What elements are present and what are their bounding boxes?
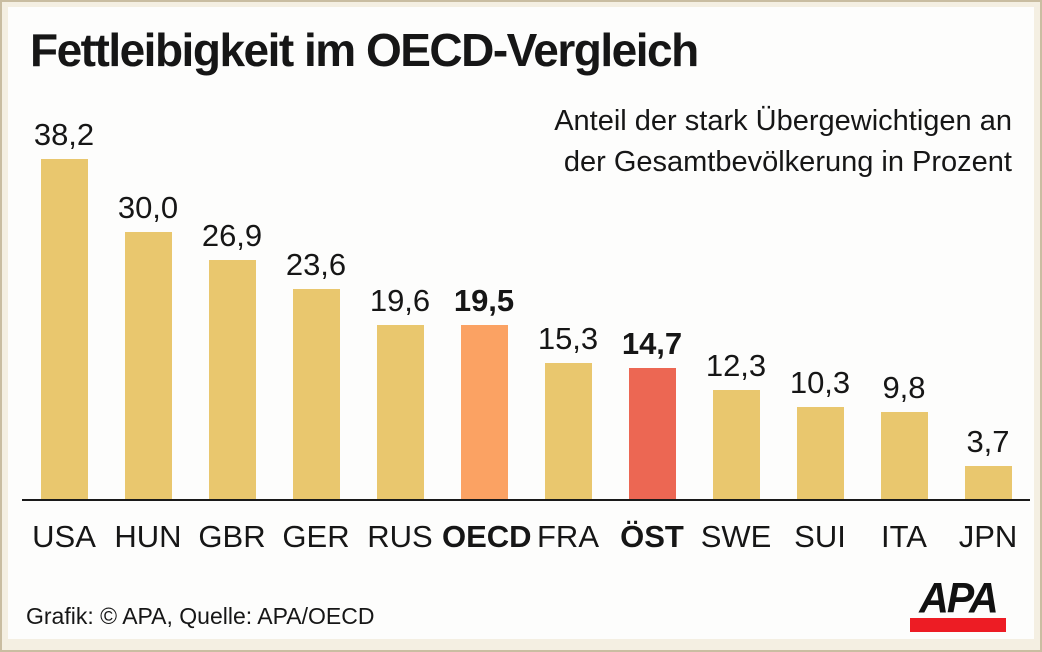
bar-column-RUS: 19,6	[358, 285, 442, 499]
bar-GBR	[208, 260, 256, 499]
bar-columns: 38,2 30,0 26,9 23,6 19,6 19,5 15,3 14,7 12,3 10,3…	[22, 109, 1030, 499]
category-label-GBR: GBR	[198, 519, 266, 554]
category-label-SWE: SWE	[700, 519, 772, 554]
value-label-FRA: 15,3	[537, 321, 599, 357]
apa-logo-text: APA	[919, 574, 999, 623]
bar-column-ITA: 9,8	[862, 372, 946, 499]
bar-HUN	[124, 232, 172, 499]
category-label-HUN: HUN	[114, 519, 182, 554]
value-label-JPN: 3,7	[966, 424, 1010, 460]
bar-column-USA: 38,2	[22, 119, 106, 499]
chart-subtitle-line2: der Gesamtbevölkerung in Prozent	[563, 146, 1012, 179]
bar-ITA	[880, 412, 928, 499]
category-label-SUI: SUI	[794, 519, 846, 554]
value-label-OECD: 19,5	[453, 283, 515, 319]
bar-GER	[292, 289, 340, 499]
chart-subtitle: Anteil der stark Übergewichtigen an der …	[554, 101, 1012, 183]
category-label-USA: USA	[32, 519, 96, 554]
bar-column-SWE: 12,3	[694, 350, 778, 499]
bar-RUS	[376, 325, 424, 499]
value-label-ITA: 9,8	[882, 370, 926, 406]
bar-column-GBR: 26,9	[190, 220, 274, 499]
value-label-HUN: 30,0	[117, 190, 179, 226]
bar-FRA	[544, 363, 592, 499]
chart-title: Fettleibigkeit im OECD-Vergleich	[30, 24, 699, 76]
bar-column-GER: 23,6	[274, 249, 358, 499]
bar-column-JPN: 3,7	[946, 426, 1030, 499]
category-label-RUS: RUS	[367, 519, 433, 554]
bar-chart: 38,2 30,0 26,9 23,6 19,6 19,5 15,3 14,7 12,3 10,3…	[22, 107, 1030, 607]
category-label-GER: GER	[282, 519, 350, 554]
bar-ÖST	[628, 368, 676, 499]
x-axis-line	[22, 499, 1030, 501]
category-label-ÖST: ÖST	[620, 519, 684, 554]
value-label-GER: 23,6	[285, 247, 347, 283]
value-label-SWE: 12,3	[705, 348, 767, 384]
bar-column-HUN: 30,0	[106, 192, 190, 499]
category-label-OECD: OECD	[442, 519, 532, 554]
value-label-ÖST: 14,7	[621, 326, 683, 362]
bar-column-OECD: 19,5	[442, 285, 526, 499]
infographic-canvas: Fettleibigkeit im OECD-Vergleich Anteil …	[8, 7, 1034, 639]
category-labels-row: USA HUN GBR GER RUS OECD FRA ÖST SWE SUI ITA JPN	[22, 519, 1030, 555]
apa-logo: APA	[910, 574, 1006, 632]
bar-column-FRA: 15,3	[526, 323, 610, 499]
bar-USA	[40, 159, 88, 499]
apa-logo-red-bar	[910, 618, 1006, 632]
bar-column-SUI: 10,3	[778, 367, 862, 499]
category-label-ITA: ITA	[881, 519, 927, 554]
source-credit: Grafik: © APA, Quelle: APA/OECD	[26, 603, 375, 629]
category-label-FRA: FRA	[537, 519, 599, 554]
chart-subtitle-line1: Anteil der stark Übergewichtigen an	[554, 105, 1012, 137]
bar-OECD	[460, 325, 508, 499]
bar-SUI	[796, 407, 844, 499]
category-label-JPN: JPN	[958, 519, 1018, 554]
value-label-SUI: 10,3	[789, 365, 851, 401]
value-label-RUS: 19,6	[369, 283, 431, 319]
bar-column-ÖST: 14,7	[610, 328, 694, 499]
bar-JPN	[964, 466, 1012, 499]
bar-SWE	[712, 390, 760, 499]
value-label-USA: 38,2	[33, 117, 95, 153]
value-label-GBR: 26,9	[201, 218, 263, 254]
